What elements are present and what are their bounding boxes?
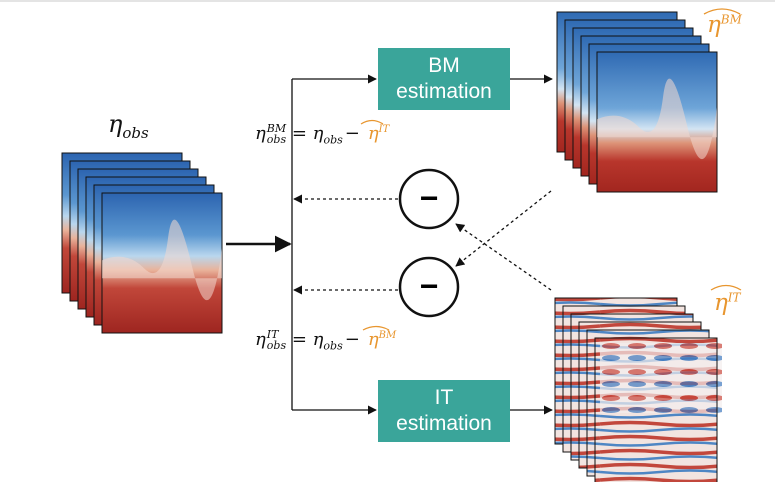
equation-it: η IT obs = ηobs − ηBM: [255, 329, 396, 353]
eq-it-scripts: IT obs: [267, 329, 286, 351]
it-output-stack: [554, 297, 722, 482]
eq-bm-minus: −: [344, 123, 360, 144]
eq-bm-lhs-sup: BM: [266, 122, 287, 135]
top-border: [0, 0, 775, 2]
eq-it-lhs: η: [255, 329, 266, 350]
bm-estimation-box: BM estimation: [378, 48, 510, 110]
bm-output-symbol: η: [707, 12, 721, 38]
minus-sign-upper: −: [419, 180, 439, 216]
eq-it-minus: −: [344, 329, 360, 350]
eq-it-mid-sub: obs: [323, 339, 343, 353]
bm-output-label: ηBM: [707, 12, 742, 38]
eq-bm-rhs-sup: IT: [378, 124, 390, 135]
obs-symbol: η: [108, 110, 123, 138]
minus-circle-lower: [398, 256, 460, 318]
eq-it-lhs-sub: obs: [266, 339, 287, 352]
eq-bm-rhs: η: [367, 123, 379, 144]
hat-bm-output: [703, 8, 741, 15]
eq-bm-mid: = η: [286, 123, 324, 144]
it-output-label: ηIT: [714, 290, 741, 316]
equation-bm: η BM obs = ηobs − ηIT: [255, 123, 389, 147]
it-output-symbol: η: [714, 290, 728, 316]
obs-label: ηobs: [108, 110, 149, 142]
it-ripple-texture: [600, 343, 722, 413]
eq-bm-mid-sub: obs: [323, 133, 343, 147]
eq-it-mid: = η: [286, 329, 324, 350]
bm-box-line2: estimation: [396, 80, 492, 103]
eq-it-rhs-sup: BM: [378, 330, 397, 341]
eq-it-rhs: η: [367, 329, 379, 350]
it-front-border: [594, 337, 718, 482]
bm-to-lower-arrow: [455, 190, 552, 267]
it-estimation-box: IT estimation: [378, 380, 510, 442]
obs-subscript: obs: [122, 123, 149, 142]
hat-eq-it: [362, 325, 390, 331]
bm-output-sup: BM: [720, 12, 742, 27]
bm-box-line1: BM: [428, 54, 460, 77]
observation-stack: [61, 152, 223, 334]
it-to-upper-arrow: [455, 223, 552, 291]
it-box-line2: estimation: [396, 412, 492, 435]
eq-it-lhs-sup: IT: [266, 328, 279, 341]
eq-bm-lhs: η: [255, 123, 266, 144]
hat-eq-bm: [360, 119, 384, 125]
eq-bm-lhs-sub: obs: [266, 133, 287, 146]
minus-sign-lower: −: [419, 268, 439, 304]
minus-circle-upper: [398, 168, 460, 230]
it-output-sup: IT: [727, 290, 741, 305]
eq-bm-scripts: BM obs: [267, 123, 286, 145]
bm-front-texture: [597, 78, 717, 160]
bm-output-stack: [556, 11, 718, 193]
obs-front-texture: [102, 219, 222, 301]
hat-it-output: [710, 284, 742, 291]
it-box-line1: IT: [434, 386, 454, 409]
